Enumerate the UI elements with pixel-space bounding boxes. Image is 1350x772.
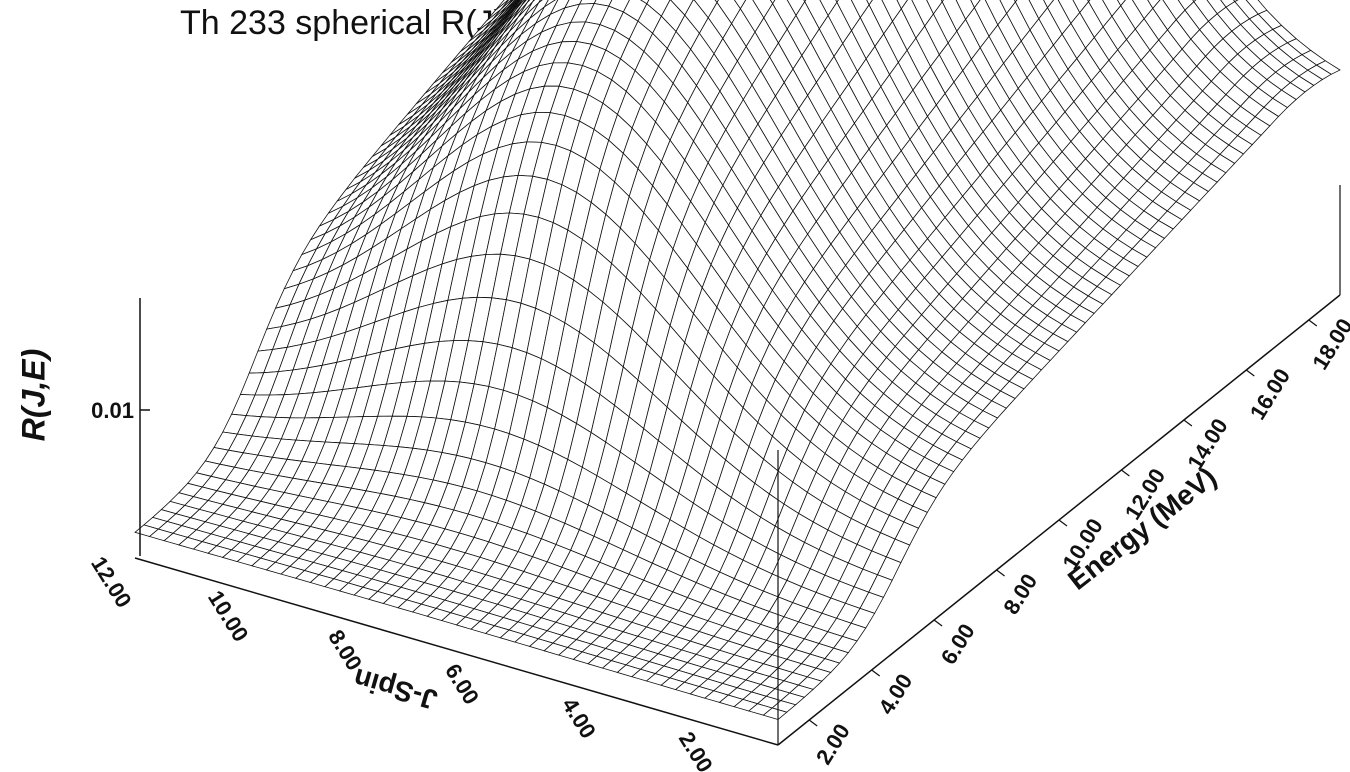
energy-tick-label: 4.00 [873,669,917,719]
energy-tick-mark [871,669,881,677]
surface-cell [970,0,981,9]
j-axis-label: J-Spin [350,662,441,715]
surface-cell [1116,0,1126,7]
j-tick-label: 6.00 [440,659,484,709]
surface-cell [866,0,873,6]
energy-tick-label: 8.00 [998,569,1042,619]
j-axis-line [134,557,779,746]
surface-cell [762,707,788,720]
energy-tick-mark [1121,469,1130,477]
chart-title: Th 233 spherical R(J) [180,4,506,42]
energy-tick-mark [933,619,943,627]
energy-tick-mark [808,719,818,727]
energy-tick-mark [1245,369,1255,377]
surface-mesh [134,0,1341,720]
energy-tick-label: 16.00 [1245,364,1295,424]
j-tick-label: 12.00 [86,552,136,612]
energy-tick-label: 2.00 [811,719,855,769]
energy-tick-mark [1183,419,1193,427]
energy-tick-mark [1308,319,1318,327]
z-tick-label: 0.01 [91,398,134,423]
energy-tick-mark [1058,519,1068,527]
surface-cell [769,0,776,5]
energy-tick-label: 6.00 [936,619,980,669]
j-tick-label: 2.00 [674,727,718,772]
energy-tick-mark [996,569,1005,577]
j-tick-label: 4.00 [557,693,601,743]
energy-tick-label: 14.00 [1182,414,1232,474]
surface-cell [733,0,747,10]
j-tick-label: 10.00 [203,586,253,646]
